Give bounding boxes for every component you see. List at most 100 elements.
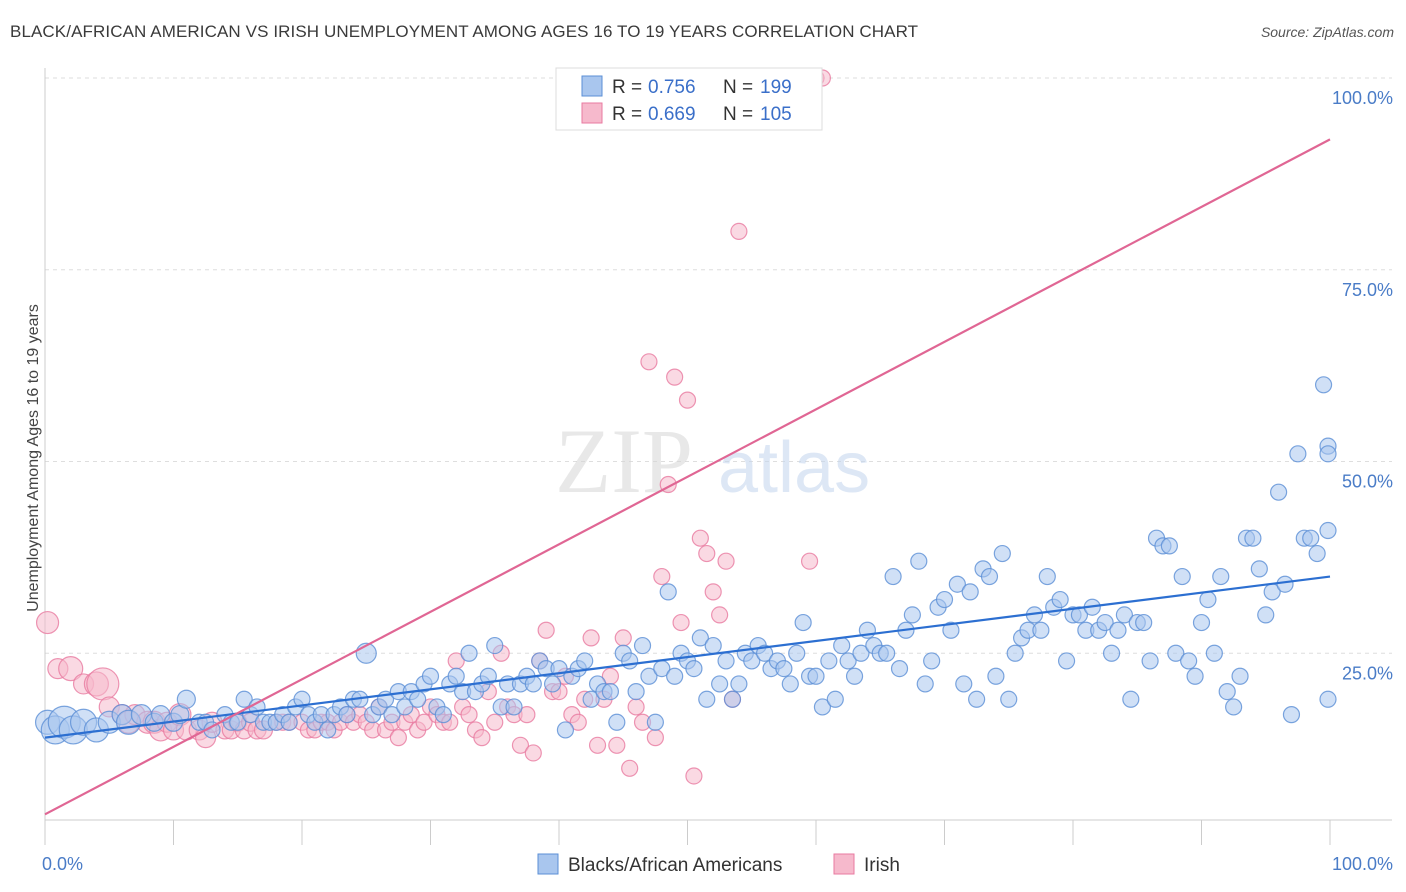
black-point-110: [807, 667, 825, 685]
black-point-83: [633, 636, 652, 655]
irish-point-64: [511, 736, 530, 754]
irish-point-58: [473, 729, 491, 747]
black-point-187: [1302, 529, 1320, 547]
black-point-140: [1000, 690, 1018, 708]
black-point-100: [743, 652, 761, 670]
black-point-175: [1225, 698, 1243, 716]
black-point-155: [1096, 613, 1114, 632]
black-point-98: [730, 675, 748, 693]
black-point-179: [1250, 560, 1268, 578]
black-point-135: [968, 690, 986, 708]
black-point-158: [1115, 606, 1134, 624]
black-point-167: [1173, 567, 1191, 586]
irish-point-96: [717, 552, 735, 570]
black-point-81: [621, 652, 639, 670]
black-point-79: [608, 713, 626, 731]
irish-point-76: [588, 736, 607, 754]
black-point-52: [434, 706, 452, 724]
black-point-71: [556, 721, 575, 739]
black-point-59: [479, 667, 497, 685]
bottom-legend: Blacks/African Americans Irish: [537, 853, 900, 876]
black-point-156: [1102, 644, 1121, 662]
black-point-87: [659, 583, 677, 601]
bottom-legend-swatch-pink: [833, 853, 855, 875]
irish-point-80: [614, 629, 632, 647]
black-point-60: [486, 636, 504, 655]
black-point-66: [524, 675, 542, 693]
black-point-157: [1109, 621, 1127, 639]
tick-labels: 25.0% 50.0% 75.0% 100.0% 0.0% 100.0%: [42, 88, 1393, 874]
black-point-170: [1192, 613, 1211, 632]
irish-point-105: [800, 552, 819, 570]
black-point-146: [1038, 567, 1056, 586]
black-point-88: [666, 667, 684, 685]
black-point-189: [1314, 376, 1333, 394]
irish-point-89: [672, 613, 690, 632]
black-point-134: [961, 583, 979, 601]
bottom-legend-swatch-blue: [537, 853, 559, 875]
black-point-21: [235, 690, 253, 708]
watermark-zip: ZIP: [555, 410, 693, 512]
black-point-75: [582, 690, 600, 708]
black-point-91: [685, 659, 703, 678]
black-point-123: [890, 659, 909, 678]
black-point-111: [813, 698, 832, 716]
legend-n-value-1: 199: [760, 77, 792, 98]
legend-n-label-1: N =: [723, 77, 753, 98]
legend-r-label-1: R =: [612, 77, 642, 98]
black-point-30: [293, 690, 311, 708]
irish-point-88: [666, 368, 684, 386]
black-point-54: [447, 667, 465, 685]
black-point-184: [1282, 706, 1301, 724]
black-point-183: [1276, 575, 1294, 593]
black-point-173: [1212, 567, 1230, 586]
black-point-159: [1122, 690, 1140, 708]
irish-point-93: [698, 544, 716, 563]
black-point-102: [755, 644, 774, 662]
black-point-122: [884, 567, 902, 586]
irish-point-68: [537, 621, 555, 639]
top-legend: R = 0.756 N = 199 R = 0.669 N = 105: [555, 67, 823, 131]
black-point-193: [1319, 445, 1337, 463]
irish-point-82: [627, 698, 645, 716]
bottom-legend-pink-label: Irish: [864, 855, 900, 876]
legend-swatch-pink: [581, 102, 603, 124]
black-point-180: [1257, 606, 1275, 624]
black-point-114: [833, 636, 851, 655]
black-point-115: [839, 652, 857, 670]
black-point-130: [935, 590, 954, 609]
legend-r-label-2: R =: [612, 104, 642, 125]
black-point-56: [460, 644, 478, 662]
irish-point-91: [685, 767, 703, 785]
black-point-188: [1308, 544, 1326, 563]
watermark-atlas: atlas: [718, 428, 870, 508]
black-point-112: [820, 652, 838, 670]
irish-point-75: [582, 629, 600, 647]
black-point-178: [1244, 529, 1262, 547]
black-point-44: [383, 706, 401, 724]
irish-point-0: [35, 610, 60, 635]
black-point-128: [923, 652, 941, 670]
black-point-105: [775, 659, 793, 678]
black-point-162: [1141, 652, 1159, 670]
black-point-133: [955, 675, 973, 693]
black-point-82: [627, 682, 645, 701]
y-tick-2: 75.0%: [1342, 280, 1393, 300]
irish-point-79: [608, 736, 626, 754]
black-point-172: [1205, 644, 1223, 662]
y-tick-1: 50.0%: [1342, 472, 1393, 492]
axes: [44, 68, 1392, 845]
black-point-92: [691, 629, 709, 647]
irish-point-86: [653, 567, 671, 586]
black-point-63: [505, 698, 523, 716]
black-point-138: [987, 667, 1005, 685]
black-point-50: [421, 667, 440, 685]
black-point-127: [916, 675, 934, 693]
black-point-28: [280, 713, 298, 731]
x-tick-0: 0.0%: [42, 854, 83, 874]
gridlines: [45, 77, 1392, 654]
black-point-106: [781, 675, 799, 693]
legend-n-label-2: N =: [723, 104, 753, 125]
y-axis-label: Unemployment Among Ages 16 to 19 years: [25, 304, 42, 612]
black-trend-line: [44, 575, 1331, 739]
